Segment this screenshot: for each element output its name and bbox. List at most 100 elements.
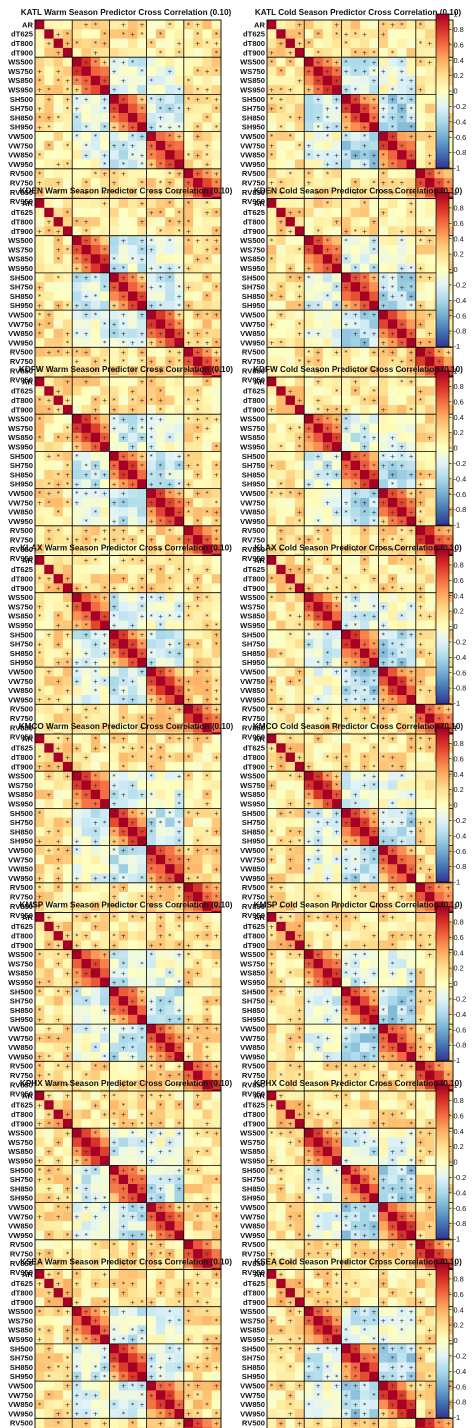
heatmap-cell <box>165 395 175 406</box>
heatmap-cell <box>109 187 120 198</box>
heatmap-cell <box>304 187 314 198</box>
significance-marker: * <box>354 179 358 187</box>
significance-marker: + <box>195 367 200 375</box>
heatmap-cell <box>165 564 175 575</box>
significance-marker: + <box>74 480 79 488</box>
heatmap-cell <box>100 150 110 160</box>
heatmap-cell <box>322 140 333 151</box>
heatmap-cell <box>53 254 64 264</box>
heatmap-cell <box>369 555 379 566</box>
heatmap-cell <box>350 574 361 584</box>
heatmap-cell <box>313 235 324 246</box>
significance-marker: + <box>325 499 330 507</box>
significance-marker: + <box>362 161 367 169</box>
significance-marker: + <box>111 179 116 187</box>
heatmap-cell <box>415 377 426 387</box>
significance-marker: * <box>47 142 51 150</box>
heatmap-cell <box>285 131 296 142</box>
heatmap-cell <box>387 282 398 292</box>
heatmap-cell <box>44 66 54 77</box>
heatmap-cell <box>72 282 82 292</box>
heatmap-cell <box>44 704 54 714</box>
heatmap-cell <box>202 328 213 339</box>
heatmap-cell <box>350 66 361 77</box>
heatmap-cell <box>322 113 333 123</box>
heatmap-cell <box>294 310 305 320</box>
heatmap-panel: KDEN Cold Season Predictor Cross Correla… <box>240 187 462 385</box>
significance-marker: + <box>399 677 404 685</box>
heatmap-cell <box>341 254 352 264</box>
significance-marker: * <box>354 302 358 310</box>
heatmap-cell <box>322 29 333 39</box>
heatmap-cell <box>397 113 407 123</box>
significance-marker: + <box>204 246 209 254</box>
significance-marker: + <box>130 480 135 488</box>
significance-marker: + <box>65 650 70 658</box>
significance-marker: + <box>37 763 42 771</box>
heatmap-cell <box>118 235 129 246</box>
significance-marker: + <box>399 640 404 648</box>
heatmap-cell <box>332 168 342 179</box>
heatmap-cell <box>211 168 222 179</box>
row-label: WS500 <box>8 415 33 424</box>
heatmap-cell <box>276 639 286 649</box>
heatmap-cell <box>165 113 175 123</box>
heatmap-cell <box>313 338 324 348</box>
heatmap-cell <box>211 66 222 77</box>
heatmap-cell <box>193 319 203 330</box>
significance-marker: * <box>150 95 154 103</box>
heatmap-cell <box>313 47 324 58</box>
significance-marker: + <box>83 77 88 85</box>
heatmap-cell <box>304 113 314 123</box>
significance-marker: + <box>149 763 154 771</box>
significance-marker: * <box>159 265 163 273</box>
heatmap-cell <box>146 272 157 283</box>
heatmap-cell <box>100 319 110 330</box>
heatmap-cell <box>211 602 222 612</box>
heatmap-cell <box>137 497 147 508</box>
heatmap-cell <box>387 85 398 95</box>
heatmap-cell <box>193 338 203 348</box>
significance-marker: + <box>371 77 376 85</box>
significance-marker: + <box>343 677 348 685</box>
heatmap-cell <box>62 168 73 179</box>
heatmap-cell <box>294 497 305 508</box>
significance-marker: + <box>362 68 367 76</box>
heatmap-cell <box>174 555 185 566</box>
significance-marker: + <box>102 471 107 479</box>
significance-marker: + <box>186 339 191 347</box>
significance-marker: + <box>315 95 320 103</box>
heatmap-cell <box>155 168 166 179</box>
heatmap-cell <box>81 319 92 330</box>
significance-marker: + <box>297 330 302 338</box>
heatmap-cell <box>146 488 157 499</box>
heatmap-cell <box>35 525 45 536</box>
heatmap-cell <box>118 159 129 170</box>
heatmap-cell <box>406 695 417 705</box>
heatmap-cell <box>165 365 175 376</box>
heatmap-cell <box>360 583 370 594</box>
heatmap-cell <box>322 66 333 77</box>
heatmap-cell <box>193 85 203 95</box>
significance-marker: * <box>196 339 200 347</box>
heatmap-cell <box>165 140 175 151</box>
significance-marker: + <box>65 378 70 386</box>
heatmap-cell <box>387 300 398 311</box>
heatmap-cell <box>53 414 64 424</box>
heatmap-cell <box>72 198 82 209</box>
heatmap-cell <box>183 178 194 188</box>
significance-marker: * <box>94 237 98 245</box>
heatmap-cell <box>44 29 54 39</box>
heatmap-cell <box>44 780 54 791</box>
significance-marker: + <box>315 527 320 535</box>
heatmap-cell <box>313 583 324 594</box>
heatmap-cell <box>174 761 185 772</box>
heatmap-cell <box>369 85 379 95</box>
heatmap-cell <box>276 395 286 406</box>
heatmap-cell <box>267 583 277 594</box>
heatmap-cell <box>443 178 454 188</box>
heatmap-cell <box>44 178 54 188</box>
heatmap-cell <box>109 574 120 584</box>
significance-marker: + <box>427 471 432 479</box>
significance-marker: + <box>278 188 283 196</box>
